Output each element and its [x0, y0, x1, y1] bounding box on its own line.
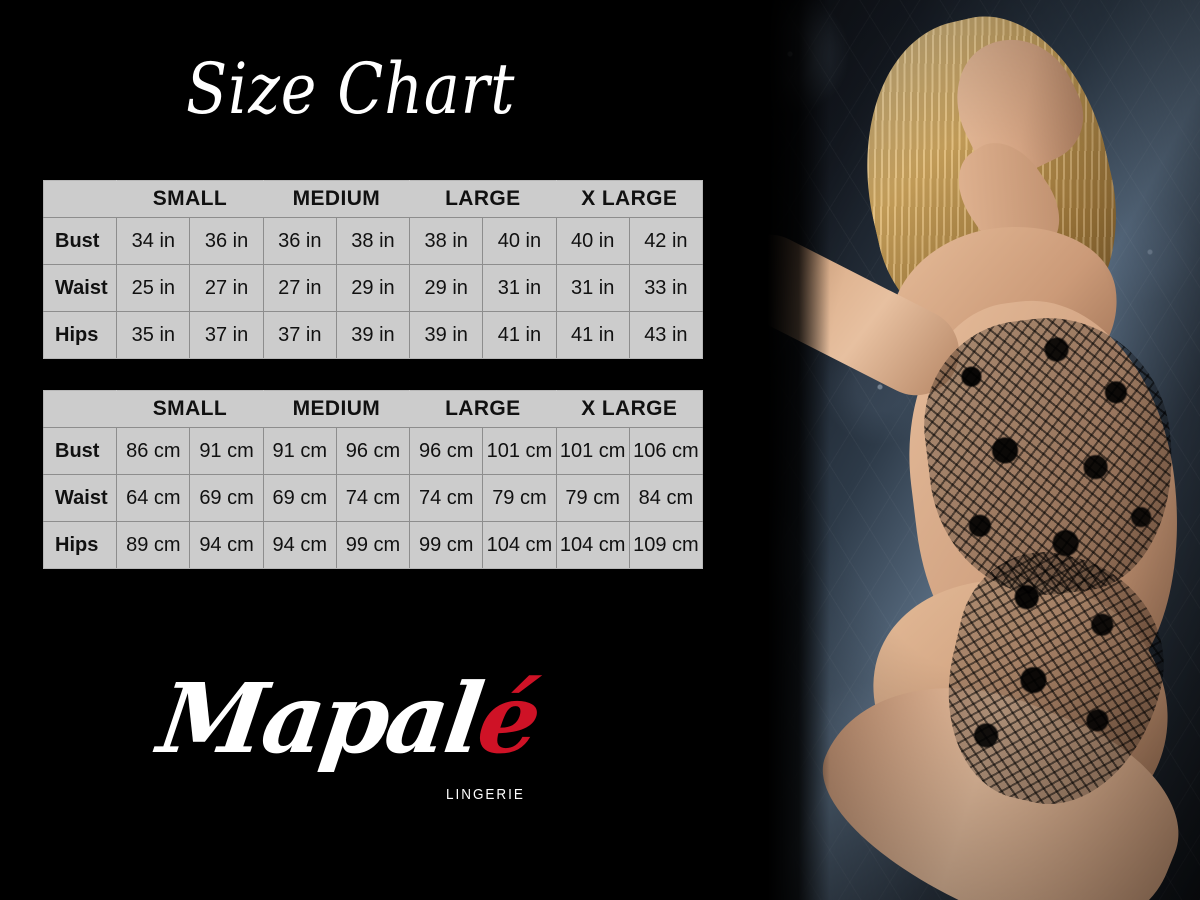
brand-name-main: Mapal: [152, 662, 488, 775]
cell-waist-large-min: 29 in: [409, 264, 484, 312]
cell-waist-small-min: 64 cm: [116, 474, 191, 522]
cell-bust-small-max: 36 in: [189, 217, 264, 265]
table-header-cm: SMALL MEDIUM LARGE X LARGE: [42, 390, 704, 428]
cell-waist-small-min: 25 in: [116, 264, 191, 312]
cell-bust-large-min: 38 in: [409, 217, 484, 265]
header-medium: MEDIUM: [262, 390, 411, 428]
row-label-bust: Bust: [42, 217, 118, 265]
cell-bust-large-max: 101 cm: [482, 427, 557, 475]
header-xlarge: X LARGE: [555, 180, 704, 218]
header-row: SMALL MEDIUM LARGE X LARGE: [42, 390, 704, 428]
table-row: Bust 86 cm 91 cm 91 cm 96 cm 96 cm 101 c…: [42, 427, 704, 475]
header-small: SMALL: [116, 390, 264, 428]
size-table-inches: SMALL MEDIUM LARGE X LARGE Bust 34 in 36…: [42, 180, 704, 359]
cell-bust-medium-min: 36 in: [262, 217, 337, 265]
header-corner: [42, 390, 118, 428]
header-large: LARGE: [409, 180, 557, 218]
cell-bust-xlarge-min: 101 cm: [555, 427, 630, 475]
brand-logo: Mapalé LINGERIE: [150, 662, 570, 822]
cell-hips-medium-max: 99 cm: [335, 521, 411, 569]
cell-bust-medium-min: 91 cm: [262, 427, 337, 475]
cell-hips-small-max: 37 in: [189, 311, 264, 359]
cell-hips-medium-max: 39 in: [335, 311, 411, 359]
cell-waist-xlarge-min: 31 in: [555, 264, 630, 312]
header-corner: [42, 180, 118, 218]
header-small: SMALL: [116, 180, 264, 218]
cell-bust-xlarge-max: 42 in: [628, 217, 704, 265]
cell-hips-xlarge-min: 104 cm: [555, 521, 630, 569]
cell-waist-xlarge-max: 84 cm: [628, 474, 704, 522]
cell-hips-xlarge-max: 109 cm: [628, 521, 704, 569]
cell-hips-medium-min: 37 in: [262, 311, 337, 359]
row-label-bust: Bust: [42, 427, 118, 475]
cell-bust-medium-max: 38 in: [335, 217, 411, 265]
size-table-cm: SMALL MEDIUM LARGE X LARGE Bust 86 cm 91…: [42, 390, 704, 569]
cell-bust-small-max: 91 cm: [189, 427, 264, 475]
cell-hips-large-max: 104 cm: [482, 521, 557, 569]
cell-bust-xlarge-min: 40 in: [555, 217, 630, 265]
cell-hips-small-max: 94 cm: [189, 521, 264, 569]
cell-waist-medium-min: 69 cm: [262, 474, 337, 522]
row-label-waist: Waist: [42, 474, 118, 522]
row-label-hips: Hips: [42, 311, 118, 359]
cell-hips-large-min: 99 cm: [409, 521, 484, 569]
header-row: SMALL MEDIUM LARGE X LARGE: [42, 180, 704, 218]
cell-bust-large-max: 40 in: [482, 217, 557, 265]
cell-waist-medium-min: 27 in: [262, 264, 337, 312]
cell-hips-large-max: 41 in: [482, 311, 557, 359]
cell-bust-xlarge-max: 106 cm: [628, 427, 704, 475]
brand-name: Mapalé: [152, 662, 545, 775]
cell-bust-medium-max: 96 cm: [335, 427, 411, 475]
cell-waist-xlarge-max: 33 in: [628, 264, 704, 312]
cell-bust-small-min: 86 cm: [116, 427, 191, 475]
cell-waist-xlarge-min: 79 cm: [555, 474, 630, 522]
table-row: Waist 64 cm 69 cm 69 cm 74 cm 74 cm 79 c…: [42, 474, 704, 522]
cell-waist-small-max: 69 cm: [189, 474, 264, 522]
cell-hips-xlarge-min: 41 in: [555, 311, 630, 359]
header-medium: MEDIUM: [262, 180, 411, 218]
table-row: Hips 35 in 37 in 37 in 39 in 39 in 41 in…: [42, 311, 704, 359]
page-title: Size Chart: [186, 48, 516, 130]
cell-waist-medium-max: 29 in: [335, 264, 411, 312]
cell-waist-large-min: 74 cm: [409, 474, 484, 522]
table-row: Waist 25 in 27 in 27 in 29 in 29 in 31 i…: [42, 264, 704, 312]
table-header-inches: SMALL MEDIUM LARGE X LARGE: [42, 180, 704, 218]
row-label-hips: Hips: [42, 521, 118, 569]
cell-hips-small-min: 35 in: [116, 311, 191, 359]
model-photo: [700, 0, 1200, 900]
table-body-cm: Bust 86 cm 91 cm 91 cm 96 cm 96 cm 101 c…: [42, 427, 704, 569]
table-row: Hips 89 cm 94 cm 94 cm 99 cm 99 cm 104 c…: [42, 521, 704, 569]
cell-hips-large-min: 39 in: [409, 311, 484, 359]
cell-hips-small-min: 89 cm: [116, 521, 191, 569]
info-panel: Size Chart SMALL MEDIUM LARGE X LARGE Bu…: [42, 48, 704, 822]
brand-subtitle: LINGERIE: [446, 786, 525, 803]
table-row: Bust 34 in 36 in 36 in 38 in 38 in 40 in…: [42, 217, 704, 265]
cell-hips-xlarge-max: 43 in: [628, 311, 704, 359]
cell-bust-large-min: 96 cm: [409, 427, 484, 475]
cell-waist-large-max: 31 in: [482, 264, 557, 312]
cell-waist-small-max: 27 in: [189, 264, 264, 312]
cell-hips-medium-min: 94 cm: [262, 521, 337, 569]
photo-left-fade: [700, 0, 722, 900]
row-label-waist: Waist: [42, 264, 118, 312]
table-body-inches: Bust 34 in 36 in 36 in 38 in 38 in 40 in…: [42, 217, 704, 359]
header-large: LARGE: [409, 390, 557, 428]
cell-waist-medium-max: 74 cm: [335, 474, 411, 522]
cell-bust-small-min: 34 in: [116, 217, 191, 265]
header-xlarge: X LARGE: [555, 390, 704, 428]
cell-waist-large-max: 79 cm: [482, 474, 557, 522]
